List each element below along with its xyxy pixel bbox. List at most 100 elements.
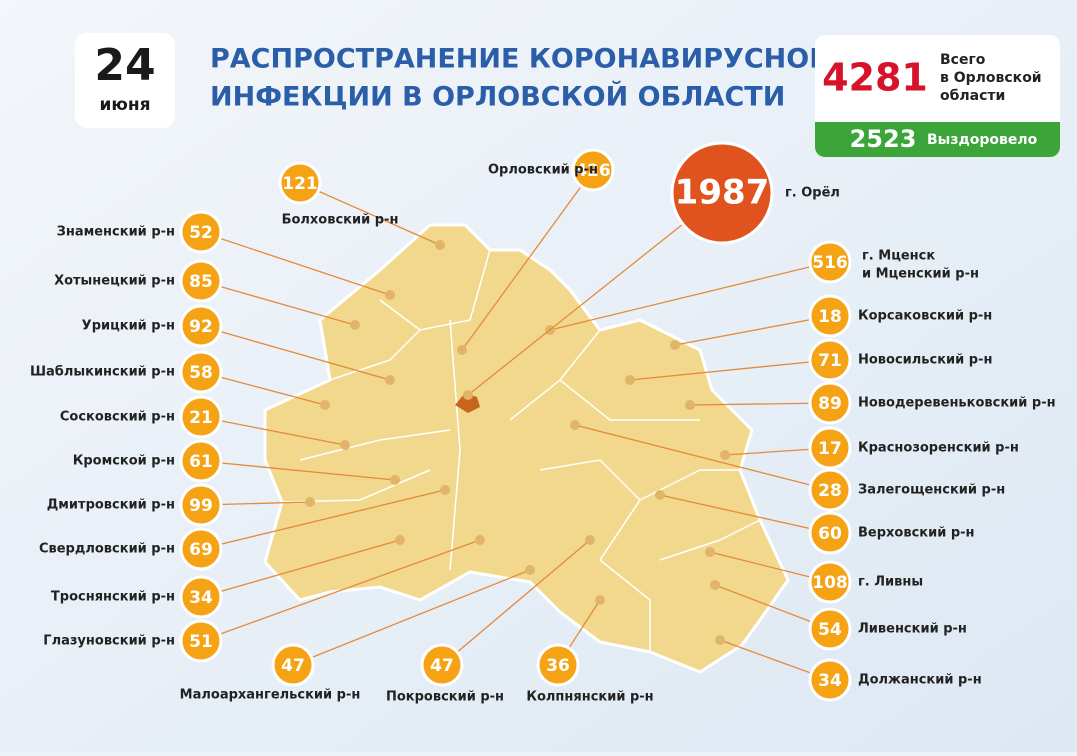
title-line: РАСПРОСТРАНЕНИЕ КОРОНАВИРУСНОЙ bbox=[210, 43, 832, 75]
district-dot bbox=[685, 400, 695, 410]
case-count: 51 bbox=[189, 632, 213, 652]
case-count: 121 bbox=[282, 174, 318, 194]
leader-line bbox=[674, 315, 831, 346]
district-dot bbox=[585, 535, 595, 545]
case-badge bbox=[179, 483, 223, 527]
case-badge bbox=[808, 338, 852, 382]
district-name: Знаменский р-н bbox=[57, 225, 175, 240]
leader-line bbox=[200, 539, 401, 598]
case-count: 60 bbox=[818, 524, 842, 544]
district-name: Новосильский р-н bbox=[858, 353, 992, 368]
case-badge bbox=[420, 643, 464, 687]
case-badge bbox=[808, 381, 852, 425]
district-name: Краснозоренский р-н bbox=[858, 441, 1019, 456]
case-badge bbox=[179, 304, 223, 348]
district-dot bbox=[525, 565, 535, 575]
case-badge bbox=[179, 350, 223, 394]
case-count: 61 bbox=[189, 452, 213, 472]
case-badge bbox=[808, 658, 852, 702]
case-badge bbox=[808, 511, 852, 555]
district-dot bbox=[710, 580, 720, 590]
district-name: Корсаковский р-н bbox=[858, 309, 992, 324]
callouts: 52 Знаменский р-н 85 Хотынецкий р-н 92 Урицки… bbox=[30, 141, 1056, 705]
district-dot bbox=[350, 320, 360, 330]
district-name: Залегощенский р-н bbox=[858, 483, 1005, 498]
case-count: 28 bbox=[818, 481, 842, 501]
case-count: 34 bbox=[818, 671, 842, 691]
case-count: 21 bbox=[189, 408, 213, 428]
district-dot bbox=[457, 345, 467, 355]
district-name: Глазуновский р-н bbox=[43, 634, 175, 649]
case-badge bbox=[571, 148, 615, 192]
case-badge bbox=[536, 643, 580, 687]
district-name: Урицкий р-н bbox=[82, 319, 175, 334]
leader-line bbox=[200, 325, 391, 381]
district-dot bbox=[625, 375, 635, 385]
district-name: Кромской р-н bbox=[73, 454, 175, 469]
case-badge bbox=[179, 210, 223, 254]
case-badge bbox=[179, 259, 223, 303]
date-box bbox=[75, 33, 175, 128]
leader-line bbox=[292, 569, 531, 666]
district-name: Сосковский р-н bbox=[60, 410, 175, 425]
district-name: и Мценский р-н bbox=[862, 267, 979, 282]
case-badge bbox=[179, 439, 223, 483]
case-count: 516 bbox=[812, 253, 848, 273]
case-count: 71 bbox=[818, 351, 842, 371]
leader-line bbox=[200, 231, 391, 296]
leader-line bbox=[441, 539, 591, 666]
leader-line bbox=[574, 424, 831, 491]
district-dot bbox=[595, 595, 605, 605]
district-dot bbox=[395, 535, 405, 545]
leader-line bbox=[461, 169, 594, 351]
recovered-bar bbox=[815, 122, 1060, 157]
case-count: 52 bbox=[189, 223, 213, 243]
recovered-label: Выздоровело bbox=[927, 132, 1038, 148]
district-name: Свердловский р-н bbox=[39, 542, 175, 557]
case-badge bbox=[179, 395, 223, 439]
region-map bbox=[263, 223, 790, 674]
case-count: 36 bbox=[546, 656, 570, 676]
district-dot bbox=[463, 390, 473, 400]
district-dot bbox=[655, 490, 665, 500]
district-dot bbox=[715, 635, 725, 645]
case-count: 47 bbox=[430, 656, 454, 676]
district-name: Малоархангельский р-н bbox=[180, 688, 361, 703]
district-dot bbox=[570, 420, 580, 430]
district-dot bbox=[385, 375, 395, 385]
district-name: Дмитровский р-н bbox=[47, 498, 175, 513]
case-count: 92 bbox=[189, 317, 213, 337]
district-dot bbox=[670, 340, 680, 350]
leader-line bbox=[200, 460, 396, 481]
orel-city bbox=[455, 393, 480, 413]
district-name: г. Ливны bbox=[858, 575, 923, 590]
case-badge bbox=[808, 294, 852, 338]
case-count: 85 bbox=[189, 272, 213, 292]
case-count: 108 bbox=[812, 573, 848, 593]
district-dot bbox=[440, 485, 450, 495]
case-badge bbox=[808, 468, 852, 512]
district-dot bbox=[320, 400, 330, 410]
district-name: Колпнянский р-н bbox=[526, 690, 653, 705]
case-count: 34 bbox=[189, 588, 213, 608]
case-badge bbox=[179, 575, 223, 619]
district-name: Болховский р-н bbox=[282, 213, 399, 228]
case-count: 47 bbox=[281, 656, 305, 676]
district-name: Должанский р-н bbox=[858, 673, 982, 688]
district-name: Хотынецкий р-н bbox=[54, 274, 175, 289]
leader-line bbox=[659, 494, 831, 534]
district-dot bbox=[390, 475, 400, 485]
date-day: 24 bbox=[94, 40, 155, 91]
district-dot bbox=[705, 547, 715, 557]
leader-line bbox=[200, 280, 356, 326]
district-dot bbox=[385, 290, 395, 300]
total-label: области bbox=[940, 88, 1005, 104]
case-count: 69 bbox=[189, 540, 213, 560]
district-name: Верховский р-н bbox=[858, 526, 975, 541]
leader-line bbox=[200, 489, 446, 550]
case-count: 426 bbox=[575, 161, 611, 181]
case-badge bbox=[179, 527, 223, 571]
leader-line bbox=[200, 539, 481, 642]
